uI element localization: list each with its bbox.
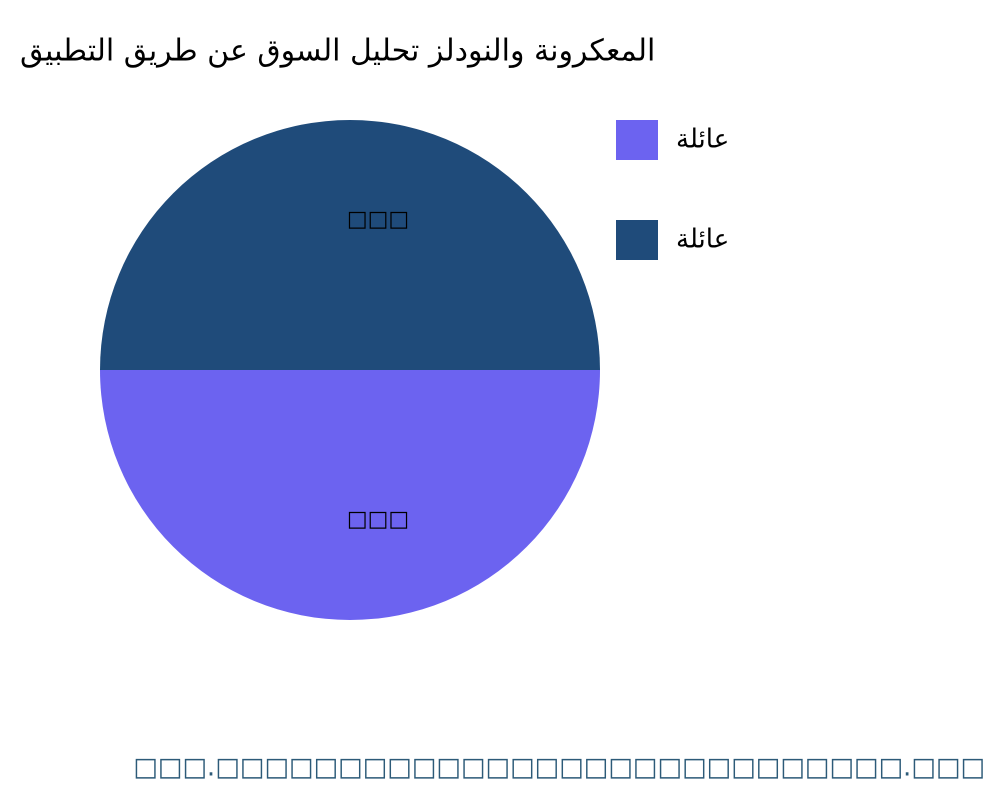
pie-slice bbox=[100, 370, 600, 620]
value-label: □□□ bbox=[347, 507, 409, 532]
legend-label: عائلة bbox=[676, 125, 729, 155]
chart-title: المعكرونة والنودلز تحليل السوق عن طريق ا… bbox=[20, 34, 655, 69]
pie-slice bbox=[100, 120, 600, 370]
source: □□□.□□□□□□□□□□□□□□□□□□□□□□□□□□□□.□□□ bbox=[133, 753, 985, 783]
legend-label: عائلة bbox=[676, 225, 729, 255]
value-label: □□□ bbox=[347, 207, 409, 232]
legend-swatch bbox=[616, 220, 658, 260]
legend-swatch bbox=[616, 120, 658, 160]
